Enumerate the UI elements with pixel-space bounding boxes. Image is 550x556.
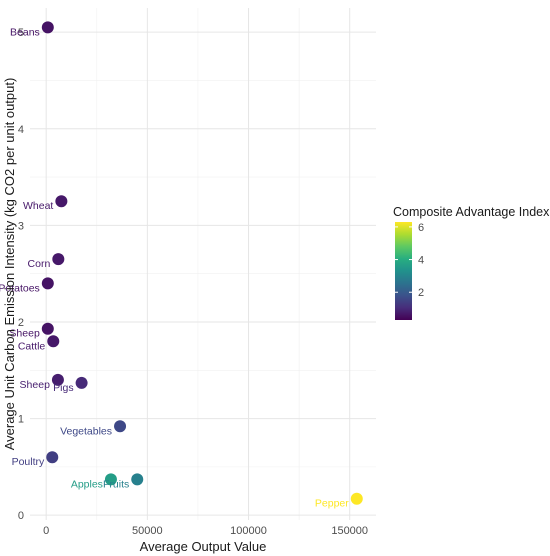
data-label: Potatoes bbox=[0, 282, 40, 294]
data-point bbox=[131, 473, 144, 486]
data-point bbox=[55, 195, 68, 208]
data-label: Corn bbox=[28, 258, 51, 270]
axis-ticks: 0 50000 100000 150000 0 1 2 3 4 5 bbox=[18, 27, 368, 537]
data-point bbox=[41, 21, 54, 34]
data-point bbox=[41, 322, 54, 335]
data-point bbox=[52, 253, 65, 266]
data-label: Fruits bbox=[103, 478, 129, 490]
data-point bbox=[51, 373, 64, 386]
legend-colorbar bbox=[395, 222, 412, 320]
data-label: Wheat bbox=[23, 200, 53, 212]
legend-tick-label: 6 bbox=[418, 222, 424, 234]
data-point bbox=[75, 376, 88, 389]
y-tick-label: 5 bbox=[18, 27, 24, 39]
data-point bbox=[104, 473, 117, 486]
grid bbox=[30, 8, 376, 520]
y-tick-label: 4 bbox=[18, 124, 24, 136]
data-label: Vegetables bbox=[60, 425, 112, 437]
y-tick-label: 3 bbox=[18, 220, 24, 232]
data-point bbox=[41, 277, 54, 290]
data-label: Beans bbox=[10, 26, 40, 38]
data-label: Sheep bbox=[9, 328, 40, 340]
x-tick-label: 150000 bbox=[331, 525, 368, 537]
data-label: Pigs bbox=[53, 382, 73, 394]
y-tick-label: 0 bbox=[18, 510, 24, 522]
data-point bbox=[46, 451, 59, 464]
data-point bbox=[350, 492, 363, 505]
x-axis-title: Average Output Value bbox=[140, 539, 267, 554]
y-tick-label: 2 bbox=[18, 317, 24, 329]
data-points bbox=[41, 21, 363, 505]
legend-tick-label: 2 bbox=[418, 287, 424, 299]
data-label: Apples bbox=[71, 478, 103, 490]
x-tick-label: 0 bbox=[43, 525, 49, 537]
data-point bbox=[47, 335, 60, 348]
data-label: Cattle bbox=[18, 340, 46, 352]
legend-title: Composite Advantage Index bbox=[393, 205, 550, 219]
legend-tick-label: 4 bbox=[418, 255, 424, 267]
y-axis-title: Average Unit Carbon Emission Intensity (… bbox=[2, 78, 17, 451]
legend-ticks: 2 4 6 bbox=[395, 222, 424, 299]
x-tick-label: 100000 bbox=[230, 525, 267, 537]
data-label: Poultry bbox=[12, 456, 45, 468]
x-tick-label: 50000 bbox=[132, 525, 163, 537]
data-label: Pepper bbox=[315, 498, 349, 510]
data-point bbox=[114, 420, 127, 433]
color-legend: Composite Advantage Index 2 4 6 bbox=[393, 205, 550, 320]
y-tick-label: 1 bbox=[18, 414, 24, 426]
data-label: Sheep bbox=[20, 379, 51, 391]
